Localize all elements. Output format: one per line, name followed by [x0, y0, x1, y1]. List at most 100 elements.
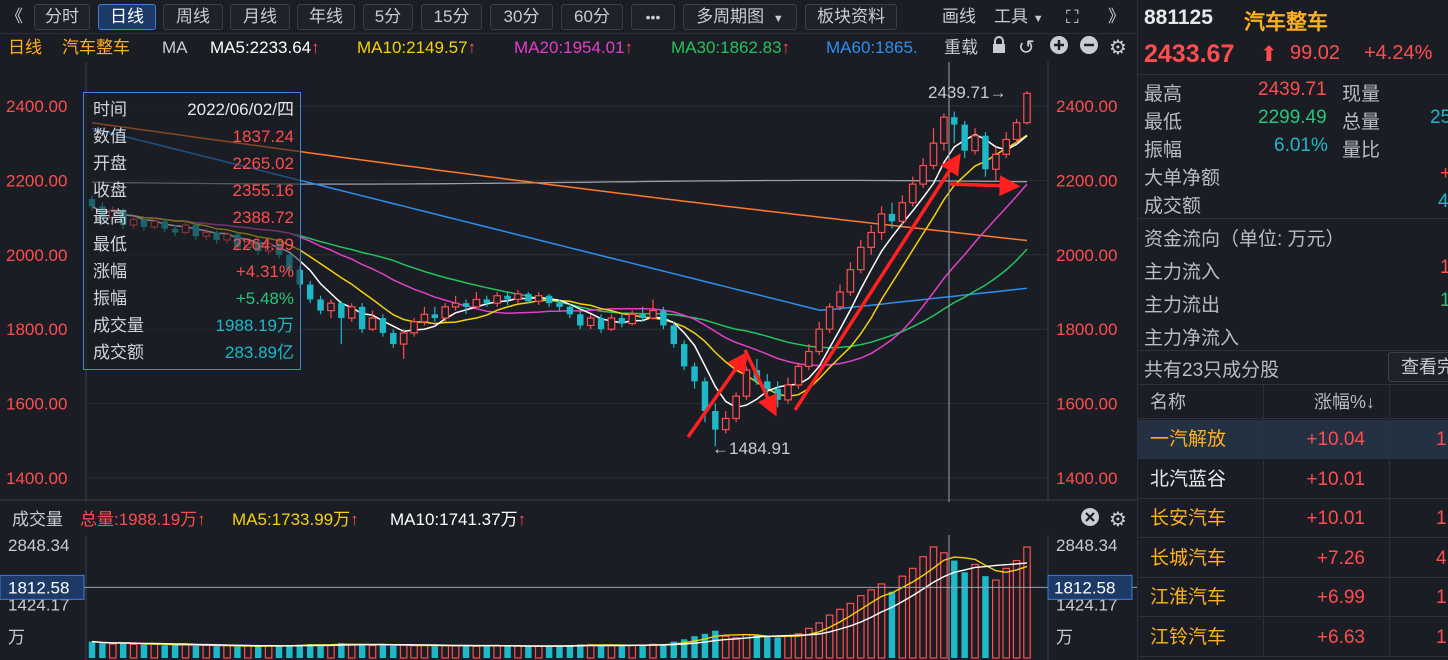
- candle[interactable]: [856, 239, 865, 274]
- reload-button[interactable]: 重载: [944, 38, 978, 57]
- candle[interactable]: [451, 295, 460, 311]
- constituent-row[interactable]: 一汽解放 +10.04 1: [1138, 420, 1448, 459]
- candle[interactable]: [399, 329, 408, 359]
- candle[interactable]: [306, 280, 314, 304]
- more-button[interactable]: •••: [631, 4, 675, 30]
- sector-info-button[interactable]: 板块资料: [805, 4, 897, 30]
- candle[interactable]: [898, 195, 907, 226]
- candle[interactable]: [846, 262, 855, 296]
- close-icon[interactable]: [1080, 507, 1100, 535]
- candle[interactable]: [545, 293, 553, 307]
- candle[interactable]: [670, 321, 677, 348]
- constituent-row[interactable]: 长城汽车 +7.26 4: [1138, 538, 1448, 578]
- candle[interactable]: [1023, 91, 1031, 125]
- tab-3[interactable]: 月线: [230, 4, 290, 30]
- ma-label[interactable]: MA: [162, 38, 188, 57]
- multi-period-dropdown[interactable]: 多周期图 ▼: [683, 4, 797, 30]
- fullscreen-icon[interactable]: ⛶: [1066, 7, 1079, 27]
- constituent-row[interactable]: 北汽蓝谷 +10.01: [1138, 459, 1448, 499]
- volume-chart[interactable]: 2848.34 2848.34 1424.17 1424.17 万 万 1812.58 181…: [0, 535, 1137, 660]
- expand-right-icon[interactable]: 》: [1108, 7, 1125, 26]
- candle[interactable]: [888, 202, 896, 229]
- candle[interactable]: [379, 314, 387, 337]
- col-name-header[interactable]: 名称: [1150, 392, 1186, 412]
- zoom-in-icon[interactable]: [1049, 35, 1069, 63]
- candle[interactable]: [368, 310, 377, 332]
- tab-2[interactable]: 周线: [163, 4, 223, 30]
- candle[interactable]: [410, 318, 418, 337]
- lock-icon[interactable]: [990, 35, 1008, 63]
- candle[interactable]: [721, 411, 730, 434]
- candle[interactable]: [431, 306, 439, 322]
- candle[interactable]: [764, 373, 771, 397]
- undo-icon[interactable]: ↺: [1018, 37, 1035, 59]
- candle[interactable]: [742, 366, 751, 400]
- kline-chart[interactable]: 2400.00 2400.00 2200.00 2200.00 2000.00 2000.…: [0, 62, 1137, 502]
- candle[interactable]: [805, 344, 813, 371]
- tab-4[interactable]: 年线: [297, 4, 355, 30]
- candle[interactable]: [784, 377, 792, 404]
- candle[interactable]: [815, 321, 824, 356]
- candle[interactable]: [577, 310, 584, 330]
- candle[interactable]: [732, 392, 740, 423]
- candle[interactable]: [628, 310, 637, 326]
- candle[interactable]: [566, 303, 574, 319]
- candle[interactable]: [680, 340, 688, 371]
- tab-6[interactable]: 15分: [421, 4, 482, 30]
- candle[interactable]: [867, 225, 875, 255]
- candle[interactable]: [982, 132, 989, 177]
- tab-1[interactable]: 日线: [98, 4, 156, 30]
- candle[interactable]: [691, 362, 698, 389]
- tab-0[interactable]: 分时: [34, 4, 90, 30]
- constituent-row[interactable]: 江铃汽车 +6.63 1: [1138, 617, 1448, 657]
- candle[interactable]: [1012, 119, 1021, 144]
- candle[interactable]: [836, 284, 844, 311]
- candle[interactable]: [525, 292, 532, 304]
- candle[interactable]: [660, 306, 667, 330]
- candle[interactable]: [639, 306, 646, 322]
- candle[interactable]: [607, 314, 616, 332]
- candle[interactable]: [586, 314, 595, 330]
- candle[interactable]: [390, 329, 397, 348]
- tools-dropdown[interactable]: 工具 ▼: [994, 4, 1044, 30]
- candle[interactable]: [462, 299, 470, 315]
- constituent-row[interactable]: 长安汽车 +10.01 1: [1138, 499, 1448, 538]
- draw-line-button[interactable]: 画线: [942, 7, 976, 26]
- gear-icon[interactable]: ⚙: [1109, 37, 1127, 59]
- candle[interactable]: [317, 295, 324, 315]
- candle[interactable]: [534, 292, 543, 306]
- candle[interactable]: [441, 303, 450, 322]
- tab-8[interactable]: 60分: [561, 4, 623, 30]
- candle[interactable]: [347, 303, 356, 322]
- candle[interactable]: [1002, 132, 1011, 159]
- candle[interactable]: [992, 146, 1000, 181]
- candle[interactable]: [483, 295, 490, 307]
- view-all-button[interactable]: 查看完: [1388, 352, 1448, 382]
- candle[interactable]: [338, 301, 345, 345]
- candle[interactable]: [712, 403, 719, 447]
- candle[interactable]: [472, 292, 481, 309]
- candle[interactable]: [493, 292, 501, 307]
- candle[interactable]: [908, 176, 917, 207]
- collapse-left-icon[interactable]: 《: [6, 7, 23, 26]
- candle[interactable]: [597, 314, 605, 333]
- candle[interactable]: [961, 120, 968, 159]
- candle[interactable]: [556, 299, 563, 311]
- candle[interactable]: [514, 290, 522, 304]
- candle[interactable]: [420, 306, 429, 326]
- candle[interactable]: [971, 128, 979, 155]
- constituent-row[interactable]: 江淮汽车 +6.99 1: [1138, 578, 1448, 617]
- col-pct-header[interactable]: 涨幅%↓: [1314, 392, 1376, 412]
- candle[interactable]: [794, 362, 803, 389]
- zoom-out-icon[interactable]: [1079, 35, 1099, 63]
- gear-icon[interactable]: ⚙: [1109, 509, 1127, 531]
- tab-7[interactable]: 30分: [490, 4, 553, 30]
- candle[interactable]: [327, 299, 335, 319]
- candle[interactable]: [358, 303, 366, 333]
- candle[interactable]: [618, 312, 626, 328]
- candle[interactable]: [919, 158, 927, 188]
- candle[interactable]: [951, 111, 958, 144]
- candle[interactable]: [825, 303, 834, 333]
- candle[interactable]: [504, 292, 511, 306]
- candle[interactable]: [929, 128, 938, 170]
